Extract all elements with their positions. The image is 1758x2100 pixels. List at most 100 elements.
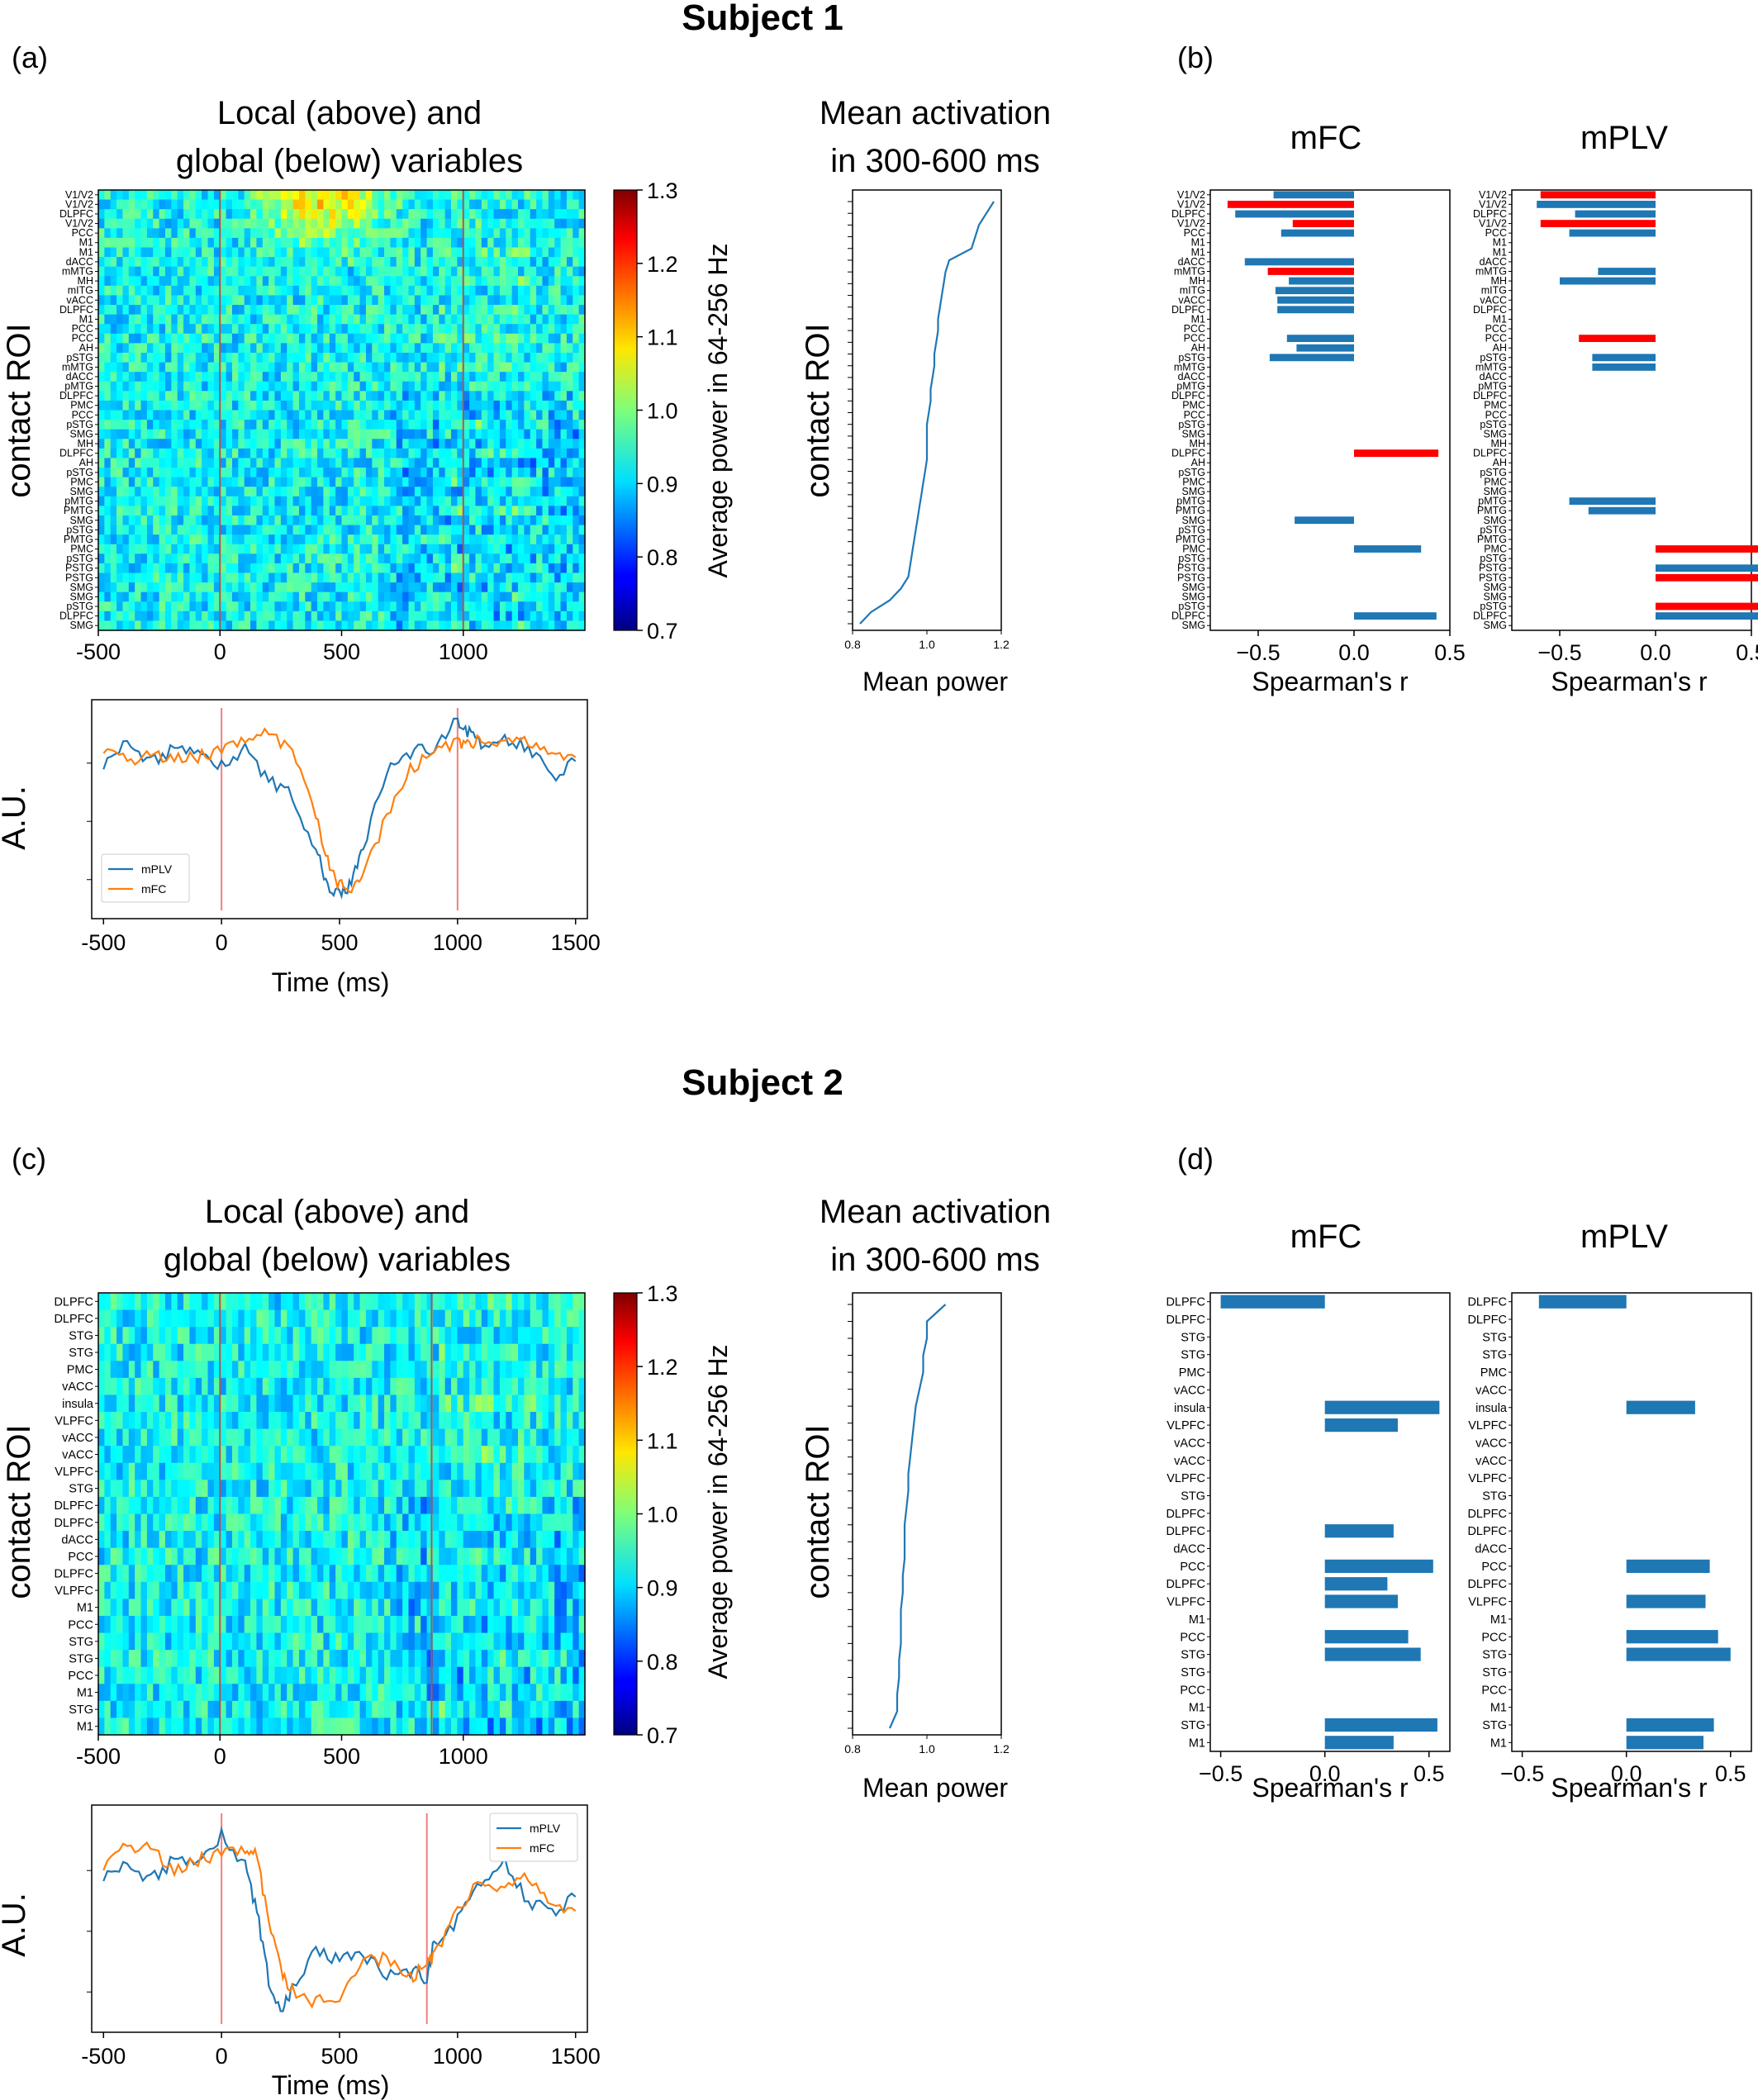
heatmap-cell [231, 487, 239, 497]
heatmap-cell [159, 391, 166, 401]
heatmap-cell [573, 1343, 580, 1361]
heatmap-cell [347, 477, 354, 487]
heatmap-cell [414, 573, 421, 583]
heatmap-cell [536, 1293, 544, 1311]
heatmap-cell [542, 190, 549, 201]
heatmap-cell [451, 1394, 458, 1413]
heatmap-cell [378, 333, 385, 344]
heatmap-cell [220, 343, 227, 354]
heatmap-cell [469, 372, 477, 382]
heatmap-cell [354, 305, 361, 316]
heatmap-cell [305, 496, 312, 506]
s1-mean-activation-chart: Mean activation in 300-600 ms contact RO… [800, 95, 1051, 696]
heatmap-cell [372, 1293, 379, 1311]
heatmap-cell [317, 1309, 325, 1328]
heatmap-cell [189, 305, 197, 316]
heatmap-cell [280, 506, 287, 516]
heatmap-cell [207, 448, 215, 459]
heatmap-cell [213, 477, 221, 487]
heatmap-cell [347, 324, 354, 335]
heatmap-cell [98, 487, 105, 497]
heatmap-cell [524, 352, 531, 363]
heatmap-cell [177, 458, 184, 468]
heatmap-cell [128, 266, 135, 277]
heatmap-cell [475, 1394, 482, 1413]
heatmap-cell [560, 458, 568, 468]
heatmap-cell [305, 1446, 312, 1464]
heatmap-cell [578, 563, 586, 574]
heatmap-cell [177, 1309, 184, 1328]
heatmap-cell [122, 525, 130, 535]
heatmap-cell [354, 237, 361, 249]
heatmap-cell [578, 276, 586, 287]
heatmap-cell [213, 1343, 221, 1361]
heatmap-cell [524, 218, 531, 229]
heatmap-cell [463, 1428, 470, 1447]
heatmap-cell [506, 573, 513, 583]
heatmap-cell [365, 381, 373, 392]
heatmap-cell [116, 1361, 124, 1379]
heatmap-cell [408, 582, 416, 593]
heatmap-cell [122, 573, 130, 583]
heatmap-cell [195, 257, 202, 268]
heatmap-cell [426, 420, 434, 430]
heatmap-cell [414, 295, 421, 306]
heatmap-cell [378, 563, 385, 574]
heatmap-cell [524, 592, 531, 602]
heatmap-cell [311, 190, 318, 201]
s1-heatmap-chart: Local (above) and global (below) variabl… [1, 95, 733, 664]
heatmap-cell [573, 228, 580, 239]
heatmap-cell [481, 429, 488, 439]
heatmap-cell [524, 1309, 531, 1328]
heatmap-cell [347, 535, 354, 545]
heatmap-cell [426, 333, 434, 344]
heatmap-cell [457, 218, 464, 229]
heatmap-cell [426, 362, 434, 373]
heatmap-cell [329, 343, 336, 354]
heatmap-cell [207, 601, 215, 612]
heatmap-cell [469, 391, 477, 401]
heatmap-cell [305, 1462, 312, 1480]
heatmap-cell [244, 535, 251, 545]
heatmap-cell [135, 257, 142, 268]
heatmap-cell [159, 209, 166, 220]
heatmap-cell [341, 305, 349, 316]
heatmap-cell [341, 190, 349, 201]
heatmap-cell [98, 352, 105, 363]
heatmap-cell [354, 247, 361, 258]
heatmap-cell [560, 468, 568, 478]
heatmap-cell [372, 1462, 379, 1480]
heatmap-cell [122, 1412, 130, 1430]
heatmap-cell [341, 544, 349, 554]
heatmap-cell [213, 1446, 221, 1464]
heatmap-cell [128, 237, 135, 249]
heatmap-cell [171, 218, 178, 229]
heatmap-cell [195, 429, 202, 439]
heatmap-cell [402, 266, 410, 277]
heatmap-cell [444, 1343, 452, 1361]
heatmap-cell [195, 477, 202, 487]
heatmap-cell [511, 477, 519, 487]
heatmap-cell [207, 1428, 215, 1447]
heatmap-cell [530, 410, 537, 420]
heatmap-cell [390, 410, 397, 420]
heatmap-cell [566, 592, 573, 602]
heatmap-cell [122, 362, 130, 373]
heatmap-cell [292, 573, 300, 583]
heatmap-cell [439, 515, 446, 526]
heatmap-cell [560, 237, 568, 249]
heatmap-cell [250, 285, 258, 297]
heatmap-cell [390, 209, 397, 220]
heatmap-cell [104, 439, 112, 449]
heatmap-cell [262, 199, 269, 210]
heatmap-cell [372, 525, 379, 535]
heatmap-cell [481, 458, 488, 468]
heatmap-cell [298, 611, 306, 622]
heatmap-cell [298, 1293, 306, 1311]
heatmap-cell [372, 400, 379, 411]
heatmap-cell [195, 199, 202, 210]
heatmap-cell [317, 372, 325, 382]
heatmap-cell [98, 554, 105, 564]
heatmap-cell [573, 1428, 580, 1447]
heatmap-cell [140, 276, 148, 287]
